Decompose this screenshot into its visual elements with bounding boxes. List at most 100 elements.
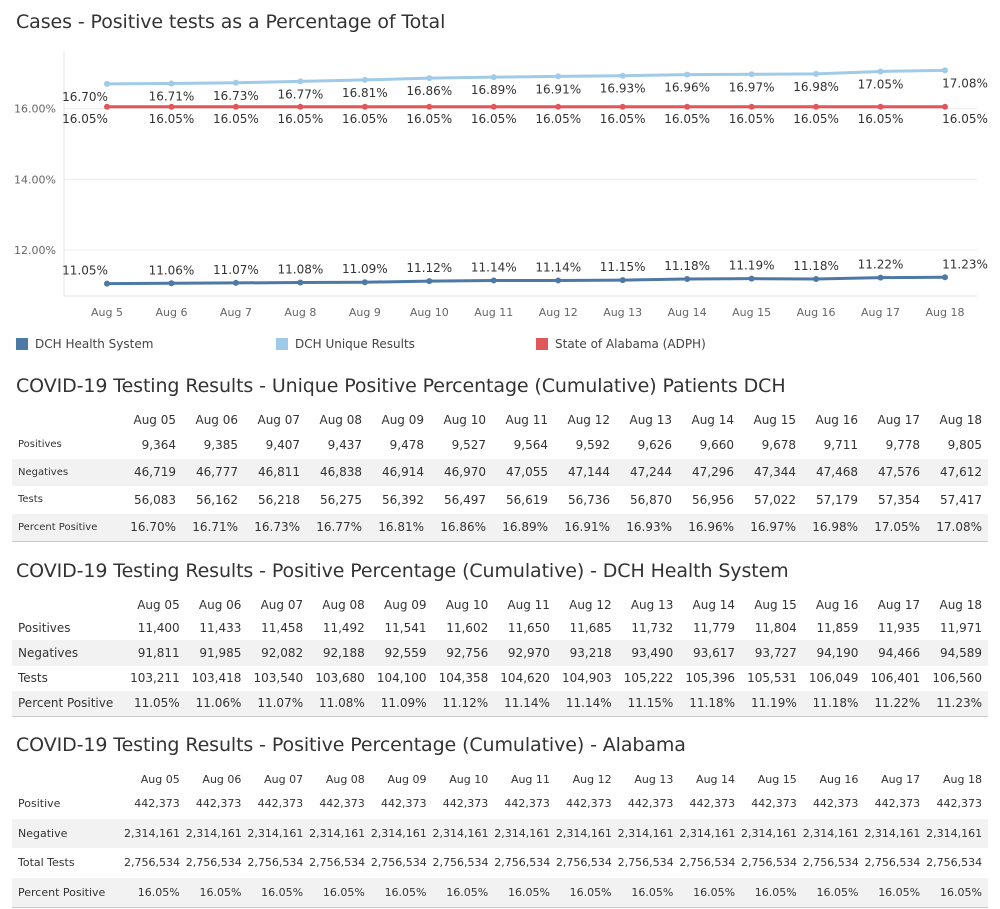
data-label-dch-health-system: 11.18% [664, 259, 710, 273]
table-row: Negatives 46,719 46,777 46,811 46,838 46,914 4… [12, 458, 988, 486]
table-cell: 2,756,534 [432, 856, 489, 870]
data-point-dch-health-system [813, 276, 820, 283]
data-point-state-of-alabama-adph [297, 103, 304, 110]
table-cell: 2,314,161 [185, 818, 248, 848]
data-point-state-of-alabama-adph [877, 103, 884, 110]
column-header: Aug 10 [443, 413, 486, 427]
table-cell: 11,804 [754, 620, 797, 635]
table-cell: 16.86% [430, 513, 492, 542]
table-cell: 11.18% [679, 690, 742, 717]
column-header: Aug 17 [881, 772, 921, 786]
row-label: Total Tests [18, 856, 75, 870]
table-cell: 2,756,534 [555, 856, 612, 870]
data-point-dch-health-system [555, 277, 562, 284]
alabama-table-title: COVID-19 Testing Results - Positive Perc… [16, 734, 686, 756]
table-cell: 103,418 [191, 671, 242, 686]
table-corner [12, 769, 124, 789]
dch-table-title: COVID-19 Testing Results - Positive Perc… [16, 560, 789, 582]
column-header: Aug 16 [819, 772, 859, 786]
table-cell: 16.05% [679, 877, 742, 908]
column-header: Aug 16 [815, 598, 859, 612]
row-label: Percent Positive [12, 513, 120, 542]
x-tick-label: Aug 18 [926, 306, 965, 319]
table-cell: 57,022 [754, 492, 796, 507]
legend-label: State of Alabama (ADPH) [555, 337, 706, 351]
data-point-state-of-alabama-adph [684, 103, 691, 110]
table-cell: 2,756,534 [124, 856, 180, 870]
row-label: Percent Positive [12, 877, 124, 908]
data-label-dch-health-system: 11.19% [729, 259, 775, 273]
legend-item-state-of-alabama[interactable]: State of Alabama (ADPH) [536, 337, 706, 351]
table-cell: 11.12% [432, 690, 495, 717]
table-cell: 11,602 [446, 620, 489, 635]
table-cell: 2,756,534 [247, 856, 304, 870]
table-cell: 2,314,161 [432, 818, 495, 848]
data-label-dch-health-system: 11.14% [471, 260, 517, 274]
x-tick-label: Aug 13 [603, 306, 642, 319]
legend-item-dch-unique-results[interactable]: DCH Unique Results [276, 337, 415, 351]
table-cell: 2,756,534 [309, 856, 366, 870]
column-header: Aug 17 [877, 413, 920, 427]
column-header: Aug 07 [257, 413, 300, 427]
table-cell: 16.05% [617, 877, 680, 908]
x-tick-label: Aug 17 [861, 306, 900, 319]
data-point-dch-health-system [490, 277, 497, 284]
x-tick-label: Aug 11 [474, 306, 513, 319]
column-header: Aug 17 [877, 598, 921, 612]
data-label-state-of-alabama-adph: 16.05% [729, 112, 775, 126]
column-header: Aug 06 [198, 598, 242, 612]
table-cell: 16.70% [120, 513, 182, 542]
data-label-dch-health-system: 11.07% [213, 263, 259, 277]
data-point-dch-unique-results [813, 70, 820, 77]
table-cell: 106,049 [808, 671, 859, 686]
data-point-dch-health-system [942, 274, 948, 281]
table-cell: 2,756,534 [494, 856, 551, 870]
table-cell: 47,144 [554, 458, 616, 486]
column-header: Aug 14 [692, 598, 736, 612]
column-header: Aug 16 [815, 413, 858, 427]
table-cell: 442,373 [751, 797, 797, 811]
table-cell: 442,373 [689, 797, 736, 811]
table-row: Negatives 91,811 91,985 92,082 92,188 92,559 9… [12, 640, 988, 666]
table-cell: 9,660 [699, 437, 734, 452]
table-cell: 16.71% [182, 513, 244, 542]
table-row: Percent Positive 11.05% 11.06% 11.07% 11.08%… [12, 690, 988, 717]
table-cell: 11,650 [507, 620, 550, 635]
table-cell: 56,956 [692, 492, 734, 507]
row-label: Tests [18, 494, 43, 506]
data-point-dch-unique-results [426, 75, 433, 82]
table-cell: 47,344 [740, 458, 802, 486]
data-point-dch-health-system [361, 279, 368, 286]
table-cell: 47,244 [616, 458, 678, 486]
table-cell: 46,777 [182, 458, 244, 486]
column-header: Aug 18 [943, 772, 982, 786]
table-cell: 2,756,534 [679, 856, 736, 870]
table-cell: 2,756,534 [741, 856, 798, 870]
table-cell: 2,314,161 [555, 818, 618, 848]
data-point-dch-unique-results [942, 67, 948, 74]
x-tick-label: Aug 9 [349, 306, 381, 319]
table-cell: 442,373 [195, 797, 242, 811]
table-cell: 92,756 [432, 640, 495, 666]
x-tick-label: Aug 14 [668, 306, 707, 319]
table-cell: 104,620 [500, 671, 550, 686]
data-point-state-of-alabama-adph [232, 103, 239, 110]
legend-item-dch-health-system[interactable]: DCH Health System [16, 337, 153, 351]
table-row: Tests 103,211 103,418 103,540 103,680 104,100… [12, 666, 988, 691]
data-label-dch-unique-results: 16.96% [664, 81, 710, 95]
table-cell: 106,560 [932, 671, 982, 686]
table-cell: 16.98% [802, 513, 864, 542]
y-tick-label: 12.00% [14, 244, 56, 257]
data-point-state-of-alabama-adph [104, 103, 110, 110]
column-header: Aug 08 [325, 772, 365, 786]
data-label-dch-unique-results: 16.89% [471, 83, 517, 97]
data-label-dch-unique-results: 16.77% [278, 87, 324, 101]
data-label-state-of-alabama-adph: 16.05% [535, 112, 581, 126]
table-cell: 2,756,534 [802, 856, 859, 870]
column-header: Aug 09 [387, 772, 427, 786]
column-header: Aug 08 [322, 598, 365, 612]
line-chart: 16.00% 14.00% 12.00% Aug 5 Aug 6 Aug 7 Aug 8 Au… [14, 52, 988, 319]
table-cell: 57,179 [816, 492, 858, 507]
table-cell: 91,811 [124, 640, 186, 666]
data-label-state-of-alabama-adph: 16.05% [406, 112, 452, 126]
